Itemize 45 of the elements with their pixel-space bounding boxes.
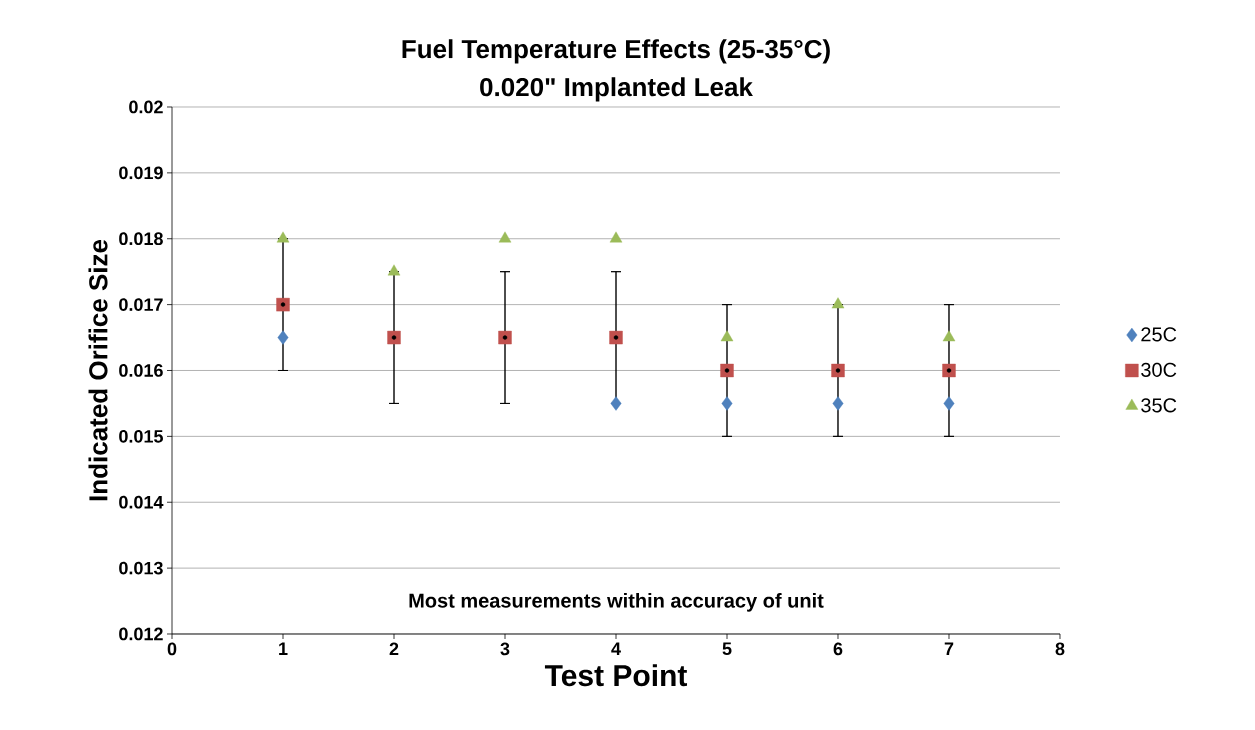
point bbox=[831, 363, 845, 378]
x-tick-label: 1 bbox=[279, 642, 288, 655]
x-tick-label: 2 bbox=[389, 642, 399, 656]
y-tick-label: 0.017 bbox=[119, 298, 163, 311]
y-tick-label: 0.012 bbox=[119, 627, 163, 641]
point bbox=[276, 297, 290, 312]
x-tick-label: 7 bbox=[944, 642, 954, 655]
point bbox=[498, 330, 512, 345]
point bbox=[277, 330, 289, 345]
legend-label: 30C bbox=[1141, 362, 1177, 377]
point bbox=[942, 363, 956, 378]
legend-label: 35C bbox=[1141, 398, 1177, 413]
x-tick-label: 0 bbox=[167, 642, 177, 656]
chart-subtitle: 0.020" Implanted Leak bbox=[480, 77, 753, 102]
point bbox=[942, 330, 956, 342]
x-tick-label: 4 bbox=[611, 642, 621, 655]
point bbox=[609, 231, 623, 243]
x-axis-title: Test Point bbox=[544, 664, 688, 687]
y-tick-label: 0.016 bbox=[119, 364, 163, 377]
x-tick-label: 3 bbox=[500, 642, 510, 656]
point bbox=[831, 297, 845, 309]
chart-title: Fuel Temperature Effects (25-35°C) bbox=[402, 39, 830, 64]
point bbox=[943, 396, 955, 411]
point bbox=[720, 330, 734, 342]
point bbox=[832, 396, 844, 411]
point bbox=[609, 330, 623, 345]
y-tick-label: 0.02 bbox=[129, 100, 163, 114]
y-tick-label: 0.015 bbox=[119, 429, 163, 443]
point bbox=[387, 330, 401, 345]
annotation: Most measurements within accuracy of unit bbox=[409, 593, 824, 612]
y-tick-label: 0.013 bbox=[119, 561, 163, 575]
y-tick-label: 0.018 bbox=[119, 232, 163, 246]
x-tick-label: 6 bbox=[833, 642, 843, 656]
y-axis-title: Indicated Orifice Size bbox=[88, 239, 108, 501]
point bbox=[721, 396, 733, 411]
x-tick-label: 5 bbox=[722, 642, 732, 656]
point bbox=[276, 231, 290, 243]
point bbox=[610, 396, 622, 411]
point bbox=[720, 363, 734, 378]
legend-label: 25C bbox=[1141, 327, 1177, 342]
y-tick-label: 0.019 bbox=[119, 166, 163, 180]
x-tick-label: 8 bbox=[1055, 642, 1065, 656]
point bbox=[387, 264, 401, 276]
y-tick-label: 0.014 bbox=[119, 495, 164, 509]
point bbox=[498, 231, 512, 243]
